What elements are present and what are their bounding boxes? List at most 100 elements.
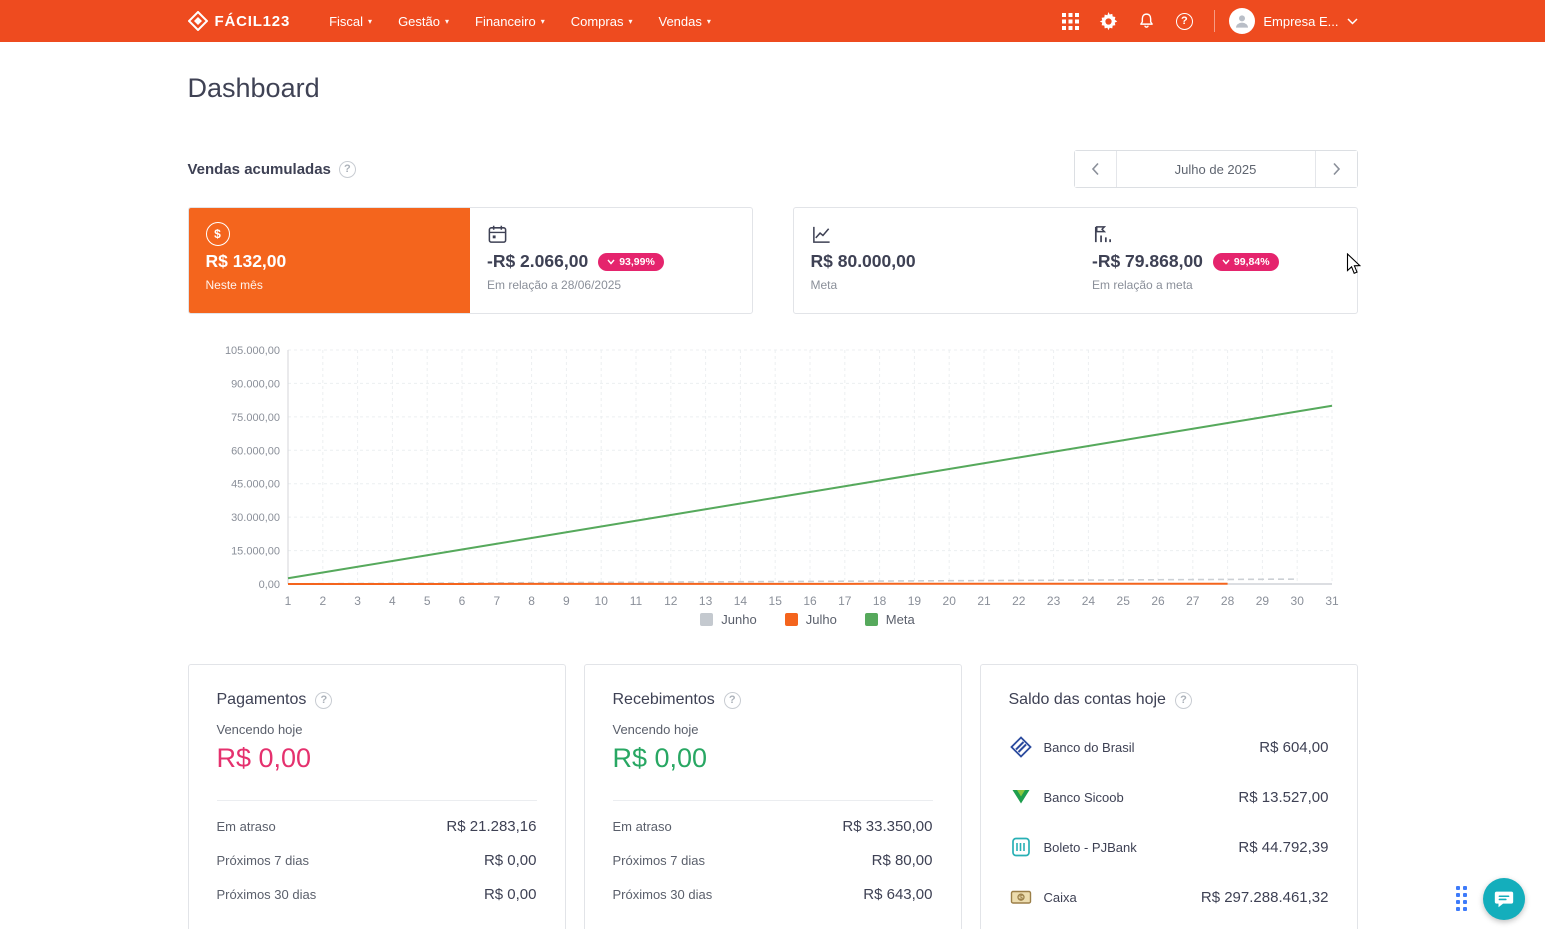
svg-text:2: 2 <box>319 594 326 608</box>
chart-legend: Junho Julho Meta <box>188 612 1358 627</box>
sales-section-title: Vendas acumuladas <box>187 160 331 178</box>
account-row-banco-do-brasil[interactable]: Banco do Brasil R$ 604,00 <box>1009 735 1329 759</box>
svg-text:0,00: 0,00 <box>258 579 279 591</box>
svg-text:7: 7 <box>493 594 500 608</box>
account-menu[interactable]: Empresa E... <box>1229 8 1358 34</box>
receipts-row-next7: Próximos 7 dias R$ 80,00 <box>612 852 933 869</box>
vs-goal-badge: 99,84% <box>1212 252 1279 271</box>
nav-menu-fiscal[interactable]: Fiscal ▾ <box>318 8 383 35</box>
svg-text:21: 21 <box>977 594 991 608</box>
calendar-icon <box>488 225 507 243</box>
vs-previous-caption: Em relação a 28/06/2025 <box>487 278 622 292</box>
legend-item-meta[interactable]: Meta <box>864 612 915 627</box>
help-icon[interactable]: ? <box>723 691 741 709</box>
nav-menu-compras[interactable]: Compras ▾ <box>560 8 644 35</box>
settings-button[interactable] <box>1092 5 1124 37</box>
svg-text:13: 13 <box>698 594 712 608</box>
dollar-icon: $ <box>205 222 230 246</box>
help-icon[interactable]: ? <box>315 691 333 709</box>
period-label: Julho de 2025 <box>1174 161 1257 177</box>
svg-text:20: 20 <box>942 594 956 608</box>
notifications-button[interactable] <box>1130 5 1162 37</box>
receipts-due-value: R$ 0,00 <box>612 743 708 773</box>
chevron-down-icon: ▾ <box>706 16 711 26</box>
account-row-caixa[interactable]: $ Caixa R$ 297.288.461,32 <box>1009 885 1329 909</box>
vs-previous-value: -R$ 2.066,00 <box>487 251 589 271</box>
chat-launcher-button[interactable] <box>1483 878 1525 920</box>
dashboard-main: Dashboard Vendas acumuladas ? Julho de 2… <box>187 73 1358 929</box>
chevron-down-icon: ▾ <box>444 16 449 26</box>
svg-text:4: 4 <box>389 594 396 608</box>
payments-row-next30: Próximos 30 dias R$ 0,00 <box>216 886 537 903</box>
svg-text:11: 11 <box>629 594 642 608</box>
svg-text:90.000,00: 90.000,00 <box>231 378 280 390</box>
svg-text:27: 27 <box>1186 594 1200 608</box>
goal-bars-icon <box>1094 225 1111 242</box>
legend-swatch <box>864 613 878 626</box>
vs-previous-badge: 93,99% <box>598 252 664 271</box>
svg-text:3: 3 <box>354 594 361 608</box>
svg-text:1: 1 <box>284 594 291 608</box>
current-month-value: R$ 132,00 <box>205 251 287 271</box>
receipts-row-next30: Próximos 30 dias R$ 643,00 <box>612 886 933 903</box>
vs-previous-kpi: -R$ 2.066,00 93,99% Em relação a 28/06/2… <box>470 208 752 313</box>
widget-drag-handle[interactable] <box>1456 886 1467 911</box>
banco-do-brasil-icon <box>1009 735 1033 759</box>
nav-menu-vendas[interactable]: Vendas ▾ <box>647 8 721 35</box>
payments-due-label: Vencendo hoje <box>216 722 303 737</box>
svg-text:6: 6 <box>458 594 465 608</box>
nav-menu-gestao[interactable]: Gestão ▾ <box>387 8 460 35</box>
legend-item-junho[interactable]: Junho <box>700 612 757 627</box>
help-icon[interactable]: ? <box>1174 691 1192 709</box>
boleto-pjbank-icon <box>1009 835 1033 859</box>
chevron-down-icon <box>1222 259 1230 265</box>
svg-text:24: 24 <box>1081 594 1095 608</box>
receipts-panel: Recebimentos ? Vencendo hoje R$ 0,00 Em … <box>583 664 962 929</box>
navbar-divider <box>1214 10 1216 32</box>
payments-title: Pagamentos <box>216 691 307 708</box>
chevron-right-icon <box>1332 162 1340 176</box>
page-title: Dashboard <box>187 73 320 103</box>
goal-value: R$ 80.000,00 <box>810 251 916 271</box>
svg-text:14: 14 <box>733 594 747 608</box>
payments-due-value: R$ 0,00 <box>216 743 312 773</box>
svg-text:75.000,00: 75.000,00 <box>231 412 280 424</box>
chat-bubble-icon <box>1494 891 1514 908</box>
help-icon[interactable]: ? <box>338 160 356 178</box>
chevron-left-icon <box>1091 162 1099 176</box>
account-row-banco-sicoob[interactable]: Banco Sicoob R$ 13.527,00 <box>1009 785 1329 809</box>
account-name: Empresa E... <box>1263 13 1339 29</box>
receipts-row-overdue: Em atraso R$ 33.350,00 <box>612 818 933 835</box>
vs-goal-caption: Em relação a meta <box>1092 278 1193 292</box>
current-month-kpi: $ R$ 132,00 Neste mês <box>188 208 470 313</box>
next-month-button[interactable] <box>1314 151 1357 187</box>
svg-text:30: 30 <box>1290 594 1304 608</box>
help-button[interactable]: ? <box>1168 5 1200 37</box>
svg-text:16: 16 <box>803 594 817 608</box>
prev-month-button[interactable] <box>1074 151 1117 187</box>
chevron-down-icon: ▾ <box>628 16 633 26</box>
gear-icon <box>1099 11 1118 30</box>
nav-menu-financeiro[interactable]: Financeiro ▾ <box>464 8 556 35</box>
account-row-boleto-pjbank[interactable]: Boleto - PJBank R$ 44.792,39 <box>1009 835 1329 859</box>
goal-kpi: R$ 80.000,00 Meta <box>794 208 1076 313</box>
svg-text:10: 10 <box>594 594 608 608</box>
payments-row-next7: Próximos 7 dias R$ 0,00 <box>216 852 537 869</box>
chevron-down-icon: ▾ <box>368 16 373 26</box>
goal-caption: Meta <box>810 278 838 292</box>
legend-item-julho[interactable]: Julho <box>784 612 837 627</box>
apps-grid-button[interactable] <box>1054 5 1086 37</box>
svg-text:105.000,00: 105.000,00 <box>224 345 279 357</box>
svg-text:9: 9 <box>563 594 570 608</box>
bell-icon <box>1139 13 1153 28</box>
divider <box>216 800 537 801</box>
sales-line-chart: 0,00 15.000,00 30.000,00 45.000,00 60.000,00… <box>224 345 1338 608</box>
sales-chart-block: 0,00 15.000,00 30.000,00 45.000,00 60.000,00… <box>188 344 1358 627</box>
help-icon: ? <box>1175 12 1193 30</box>
vs-goal-kpi: -R$ 79.868,00 99,84% Em relação a meta <box>1075 208 1357 313</box>
svg-text:8: 8 <box>528 594 535 608</box>
receipts-due-label: Vencendo hoje <box>612 722 699 737</box>
svg-text:29: 29 <box>1255 594 1269 608</box>
top-navbar: FÁCIL123 Fiscal ▾ Gestão ▾ Financeiro ▾ Com… <box>0 0 1545 42</box>
brand-logo[interactable]: FÁCIL123 <box>187 11 291 31</box>
